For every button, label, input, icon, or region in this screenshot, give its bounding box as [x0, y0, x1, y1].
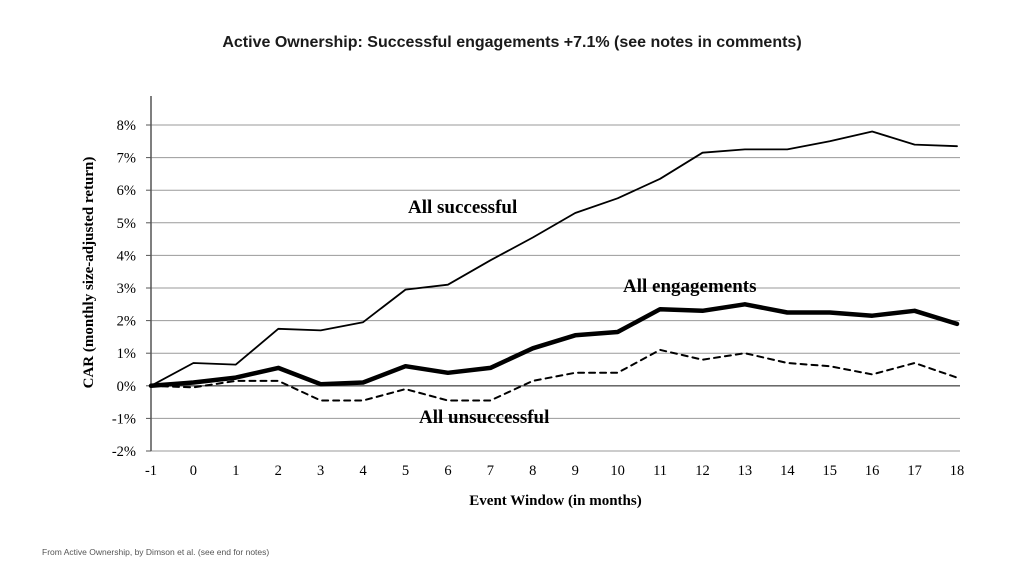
- x-tick-label: 9: [572, 463, 579, 479]
- y-axis-title: CAR (monthly size-adjusted return): [81, 157, 97, 389]
- x-tick-label: 12: [695, 463, 710, 479]
- x-axis-title: Event Window (in months): [469, 493, 641, 509]
- y-tick-label: 8%: [117, 118, 136, 134]
- x-tick-label: 17: [907, 463, 922, 479]
- y-tick-label: 0%: [117, 379, 136, 395]
- y-tick-label: -2%: [112, 444, 136, 460]
- x-tick-label: 5: [402, 463, 409, 479]
- x-tick-label: 6: [444, 463, 451, 479]
- x-tick-label: 10: [610, 463, 625, 479]
- y-tick-label: -1%: [112, 411, 136, 427]
- series-label-all-unsuccessful: All unsuccessful: [419, 407, 549, 428]
- x-tick-label: 18: [950, 463, 965, 479]
- x-tick-label: 1: [232, 463, 239, 479]
- tick-labels: -2%-1%0%1%2%3%4%5%6%7%8%-1 0 1 2 3 4 5 6 7 8 9 10 11…: [112, 118, 964, 479]
- y-tick-label: 7%: [117, 151, 136, 167]
- y-tick-label: 4%: [117, 248, 136, 264]
- source-note: From Active Ownership, by Dimson et al. …: [42, 547, 270, 557]
- y-tick-label: 1%: [117, 346, 136, 362]
- x-tick-label: 16: [865, 463, 880, 479]
- slide-title: Active Ownership: Successful engagements…: [222, 34, 802, 51]
- series-line-all-engagements: [148, 302, 960, 389]
- series-line-all-successful: [150, 130, 958, 387]
- y-tick-label: 6%: [117, 183, 136, 199]
- y-tick-label: 2%: [117, 314, 136, 330]
- x-tick-label: 15: [822, 463, 837, 479]
- grid-lines: [151, 124, 960, 452]
- series-label-all-engagements: All engagements: [623, 276, 757, 297]
- x-tick-label: 11: [653, 463, 667, 479]
- x-tick-label: 8: [529, 463, 536, 479]
- axes: [146, 96, 960, 452]
- x-tick-label: 2: [275, 463, 282, 479]
- x-tick-label: 13: [738, 463, 753, 479]
- x-tick-label: -1: [145, 463, 157, 479]
- x-tick-label: 0: [190, 463, 197, 479]
- x-tick-label: 4: [359, 463, 367, 479]
- series-lines: [148, 130, 960, 402]
- series-label-all-successful: All successful: [408, 197, 517, 218]
- x-tick-label: 3: [317, 463, 324, 479]
- x-tick-label: 7: [487, 463, 494, 479]
- y-tick-label: 3%: [117, 281, 136, 297]
- x-tick-label: 14: [780, 463, 795, 479]
- series-line-all-unsuccessful: [150, 348, 958, 402]
- y-tick-label: 5%: [117, 216, 136, 232]
